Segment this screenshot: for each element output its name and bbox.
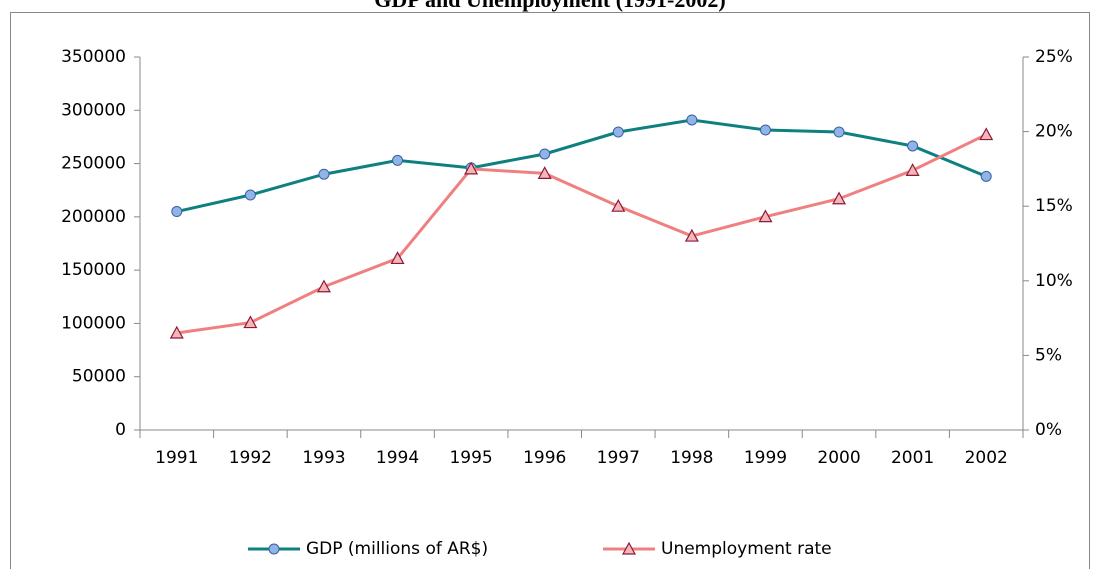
data-point <box>539 148 551 160</box>
x-tick-label: 2000 <box>817 448 860 468</box>
x-tick-label: 1993 <box>302 448 345 468</box>
chart-border <box>10 12 1090 569</box>
data-point <box>686 114 698 126</box>
data-point <box>244 189 256 201</box>
data-point <box>980 170 992 182</box>
data-point <box>537 166 552 179</box>
y-tick-label: 150000 <box>61 260 126 280</box>
x-tick-label: 1992 <box>229 448 272 468</box>
y-tick-label: 50000 <box>72 367 126 387</box>
data-point <box>464 161 479 175</box>
data-point <box>832 191 847 205</box>
x-tick-label: 1991 <box>155 448 198 468</box>
x-tick-label: 2002 <box>965 448 1008 468</box>
legend-marker <box>268 543 280 555</box>
y2-tick-label: 0% <box>1035 420 1062 440</box>
y2-tick-label: 15% <box>1035 196 1073 216</box>
chart-title: GDP and Unemployment (1991-2002) <box>374 0 725 12</box>
x-tick-label: 1995 <box>449 448 492 468</box>
y-tick-label: 0 <box>115 420 126 440</box>
y-tick-label: 300000 <box>61 100 126 120</box>
data-point <box>905 163 920 176</box>
data-point <box>611 198 626 212</box>
legend-marker <box>621 541 637 555</box>
y-tick-label: 350000 <box>61 47 126 67</box>
legend-label: Unemployment rate <box>661 539 832 559</box>
data-point <box>833 126 845 138</box>
data-point <box>907 140 919 152</box>
data-point <box>169 325 184 339</box>
series-line <box>176 118 987 213</box>
x-tick-label: 1999 <box>744 448 787 468</box>
y-tick-label: 100000 <box>61 313 126 333</box>
data-point <box>243 315 258 329</box>
data-point <box>392 154 404 166</box>
data-point <box>318 168 330 180</box>
x-tick-label: 1997 <box>597 448 640 468</box>
x-tick-label: 1994 <box>376 448 419 468</box>
y2-tick-label: 25% <box>1035 47 1073 67</box>
data-point <box>390 251 405 265</box>
y2-tick-label: 10% <box>1035 271 1073 291</box>
y2-tick-label: 5% <box>1035 345 1062 365</box>
y-tick-label: 200000 <box>61 207 126 227</box>
data-point <box>979 127 994 141</box>
data-point <box>316 279 331 293</box>
legend-label: GDP (millions of AR$) <box>306 539 488 559</box>
data-point <box>759 124 771 136</box>
data-point <box>758 209 773 223</box>
x-tick-label: 1998 <box>670 448 713 468</box>
data-point <box>684 228 699 242</box>
y2-tick-label: 20% <box>1035 122 1073 142</box>
data-point <box>171 206 183 218</box>
x-tick-label: 1996 <box>523 448 566 468</box>
y-tick-label: 250000 <box>61 154 126 174</box>
series-line <box>176 133 987 335</box>
x-tick-label: 2001 <box>891 448 934 468</box>
data-point <box>612 126 624 138</box>
